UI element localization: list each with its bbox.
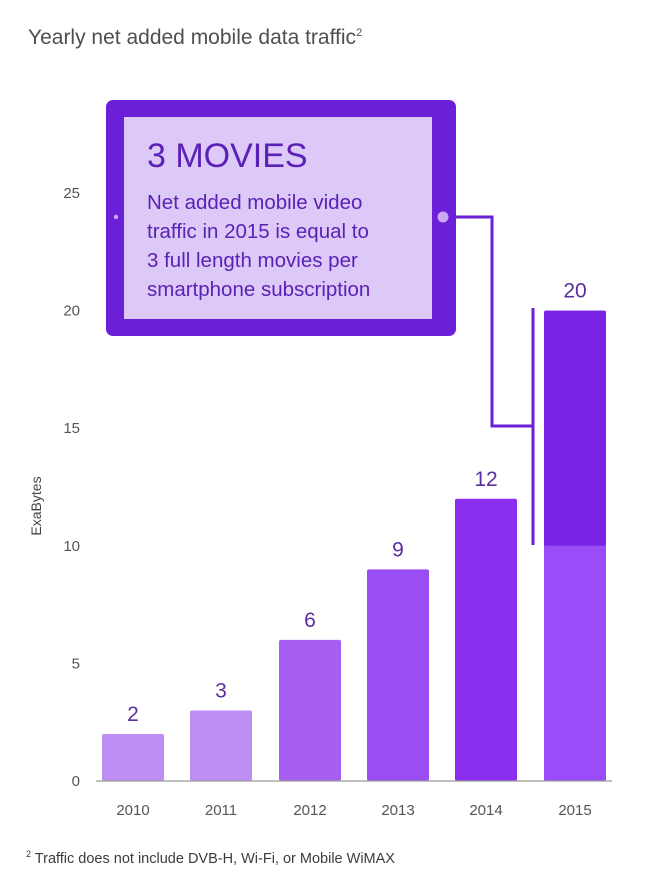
tablet-camera-dot [113,214,119,220]
data-label-2013: 9 [392,538,404,561]
axes-layer: 2010 2011 2012 2013 2014 20150510152025ExaByt… [28,185,612,819]
y-tick-label: 5 [72,655,80,672]
tablet-home-button [437,211,449,223]
x-tick-label: 2013 [381,802,414,819]
data-label-2010: 2 [127,703,139,726]
y-tick-label: 0 [72,773,80,790]
data-label-2011: 3 [215,679,227,702]
data-label-2012: 6 [304,609,316,632]
x-tick-label: 2010 [116,802,149,819]
bar-2011 [190,710,252,781]
footnote: 2 Traffic does not include DVB-H, Wi-Fi,… [26,849,395,867]
callout-line: 3 full length movies per [147,249,358,272]
callout-line: traffic in 2015 is equal to [147,220,369,243]
data-label-2015: 20 [563,280,586,303]
tablet-callout: 3 MOVIES Net added mobile video traffic … [106,100,456,336]
bar-2013 [367,569,429,781]
y-tick-label: 25 [63,185,80,202]
x-tick-label: 2015 [558,802,591,819]
bar-highlight-segment [544,310,606,546]
callout-line: smartphone subscription [147,278,370,301]
y-tick-label: 20 [63,303,80,320]
y-tick-label: 10 [63,538,80,555]
x-tick-label: 2011 [205,802,237,819]
y-axis-label: ExaBytes [28,476,44,535]
bar-2010 [102,733,164,781]
bar-2014 [455,498,517,781]
data-label-2014: 12 [474,468,497,491]
y-tick-label: 15 [63,420,80,437]
x-tick-label: 2012 [293,802,326,819]
callout-heading: 3 MOVIES [147,137,308,175]
callout-connector [456,215,533,428]
bars-layer: 2 3 6 9 12 20 [102,280,606,781]
chart-title: Yearly net added mobile data traffic2 [28,26,363,49]
tablet-screen [124,117,432,319]
bar-2012 [279,639,341,781]
x-tick-label: 2014 [469,802,502,819]
callout-line: Net added mobile video [147,191,362,214]
